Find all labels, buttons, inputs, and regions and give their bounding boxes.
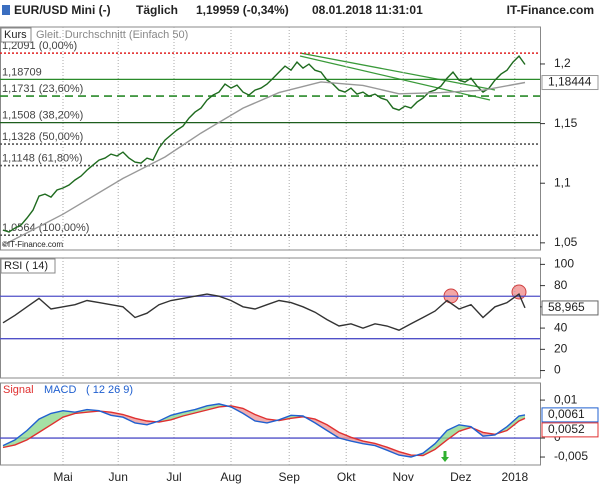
logo-icon xyxy=(2,5,10,15)
source: ©IT-Finance.com xyxy=(2,240,63,249)
macd-fill xyxy=(327,424,339,438)
legend-entry: Signal xyxy=(3,384,34,396)
level-label: 1,1328 (50,00%) xyxy=(2,131,83,143)
macd-fill xyxy=(171,412,183,420)
level-label: 1,0564 (100,00%) xyxy=(2,222,89,234)
macd-fill xyxy=(195,405,207,413)
level-label: 1,2091 (0,00%) xyxy=(2,40,77,52)
trend-line xyxy=(299,52,496,91)
macd-fill xyxy=(339,432,351,442)
x-tick-label: Okt xyxy=(337,470,356,484)
y-tick-label: 1,05 xyxy=(554,235,578,249)
y-tick-label: 1,15 xyxy=(554,116,578,130)
macd-fill xyxy=(51,410,63,425)
x-tick-label: Nov xyxy=(393,470,414,484)
legend-entry: Gleit. Durchschnitt (Einfach 50) xyxy=(36,29,188,41)
x-tick-label: 2018 xyxy=(501,470,528,484)
value-box xyxy=(541,407,599,423)
x-tick-label: Mai xyxy=(53,470,72,484)
signal-circle xyxy=(511,284,527,300)
value-box xyxy=(541,422,599,438)
value-label: 0,0061 xyxy=(548,407,585,421)
series-line xyxy=(2,405,526,457)
buy-arrow xyxy=(441,451,449,462)
value-box xyxy=(541,75,599,91)
macd-fill xyxy=(507,416,519,431)
macd-fill xyxy=(183,409,195,416)
macd-fill xyxy=(447,424,459,440)
level-label: 1,18709 xyxy=(2,66,42,78)
value-label: 1,18444 xyxy=(548,75,592,89)
trend-line xyxy=(299,55,491,101)
legend-params: ( 12 26 9) xyxy=(86,384,133,396)
y-tick-label: 1,1 xyxy=(554,175,571,189)
brand: IT-Finance.com xyxy=(507,3,594,17)
quote: 1,19959 (-0,34%) xyxy=(196,3,289,17)
legend-entry: MACD xyxy=(44,384,76,396)
value-label: 0,0052 xyxy=(548,422,585,436)
x-tick-label: Sep xyxy=(279,470,301,484)
panel-title: RSI ( 14) xyxy=(4,260,48,272)
y-tick-label: -0,005 xyxy=(554,449,588,463)
macd-fill xyxy=(15,430,27,445)
series-line xyxy=(2,403,526,458)
series-line xyxy=(2,81,526,246)
title-box xyxy=(0,27,32,43)
value-box xyxy=(541,300,599,316)
y-tick-label: 80 xyxy=(554,278,568,292)
x-tick-label: Aug xyxy=(220,470,241,484)
level-label: 1,1148 (61,80%) xyxy=(2,152,83,164)
macd-fill xyxy=(435,430,447,450)
x-tick-label: Dez xyxy=(450,470,471,484)
x-tick-label: Jul xyxy=(166,470,181,484)
symbol: EUR/USD Mini (-) xyxy=(14,3,111,17)
y-tick-label: 1,2 xyxy=(554,56,571,70)
y-tick-label: 0 xyxy=(554,363,561,377)
y-tick-label: 20 xyxy=(554,341,568,355)
macd-fill xyxy=(27,419,39,440)
series-line xyxy=(2,293,526,331)
panel xyxy=(0,382,541,466)
level-label: 1,1731 (23,60%) xyxy=(2,83,83,95)
panel xyxy=(0,257,541,379)
y-tick-label: 40 xyxy=(554,320,568,334)
y-tick-label: 100 xyxy=(554,257,574,271)
interval: Täglich xyxy=(136,3,178,17)
title-box xyxy=(0,258,56,274)
series-line xyxy=(2,55,526,233)
macd-fill xyxy=(243,408,255,421)
panel-title: Kurs xyxy=(4,29,27,41)
macd-fill xyxy=(315,419,327,431)
panel xyxy=(0,26,541,251)
x-tick-label: Jun xyxy=(109,470,128,484)
value-label: 58,965 xyxy=(548,300,585,314)
level-label: 1,1508 (38,20%) xyxy=(2,110,83,122)
datetime: 08.01.2018 11:31:01 xyxy=(312,3,423,17)
y-tick-label: 0,01 xyxy=(554,392,578,406)
